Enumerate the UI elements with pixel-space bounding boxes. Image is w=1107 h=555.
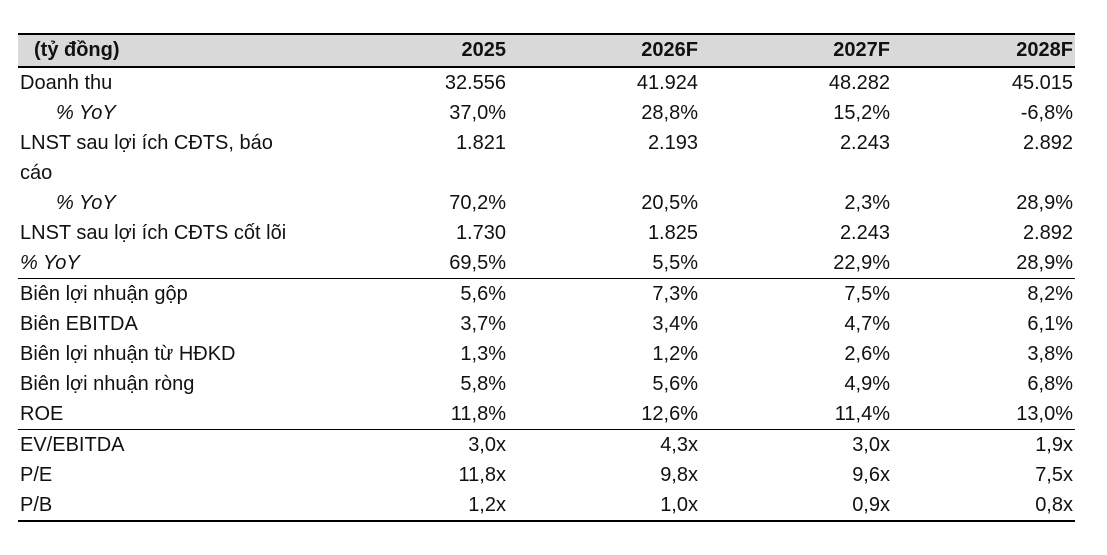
row-label: P/B bbox=[18, 490, 321, 522]
cell-value: 11,8% bbox=[321, 399, 508, 430]
table-row: Biên lợi nhuận gộp 5,6% 7,3% 7,5% 8,2% bbox=[18, 279, 1075, 310]
cell-value: 2.193 bbox=[647, 132, 698, 154]
cell-value: 1.825 bbox=[647, 222, 698, 244]
cell-value: 3,8% bbox=[1027, 343, 1073, 365]
cell-value: 7,5x bbox=[1035, 464, 1073, 486]
table-row: EV/EBITDA 3,0x 4,3x 3,0x 1,9x bbox=[18, 430, 1075, 461]
cell-value: 1,2% bbox=[652, 343, 698, 365]
cell-value: 22,9% bbox=[700, 248, 892, 279]
row-label: ROE bbox=[18, 399, 321, 430]
table-row: Biên EBITDA 3,7% 3,4% 4,7% 6,1% bbox=[18, 309, 1075, 339]
year-header-2028f: 2028F bbox=[892, 33, 1075, 68]
table-row: LNST sau lợi ích CĐTS, báo cáo 1.821 2.19… bbox=[18, 128, 1075, 188]
year-header-2025: 2025 bbox=[321, 33, 508, 68]
cell-value: 28,9% bbox=[1016, 192, 1073, 214]
row-label-line1: LNST sau lợi ích CĐTS, báo bbox=[20, 132, 273, 154]
table-row: % YoY 69,5% 5,5% 22,9% 28,9% bbox=[18, 248, 1075, 279]
cell-value: 1,0x bbox=[508, 490, 700, 522]
cell-value: 6,1% bbox=[1027, 313, 1073, 335]
row-label-line2: cáo bbox=[20, 162, 53, 184]
cell-value: 69,5% bbox=[321, 248, 508, 279]
cell-value: 9,6x bbox=[852, 464, 890, 486]
cell-value: 1.821 bbox=[455, 132, 506, 154]
row-label: LNST sau lợi ích CĐTS cốt lõi bbox=[20, 222, 287, 244]
row-label: % YoY bbox=[18, 248, 321, 279]
cell-value: 1,2x bbox=[321, 490, 508, 522]
cell-value: 8,2% bbox=[1027, 283, 1073, 305]
table-row: % YoY 70,2% 20,5% 2,3% 28,9% bbox=[18, 188, 1075, 218]
cell-value: 4,9% bbox=[844, 373, 890, 395]
cell-value: 2.892 bbox=[1022, 132, 1073, 154]
financial-table-container: (tỷ đồng) 2025 2026F 2027F 2028F Doanh t… bbox=[18, 33, 1075, 522]
table-row: LNST sau lợi ích CĐTS cốt lõi 1.730 1.82… bbox=[18, 218, 1075, 248]
cell-value: 2,6% bbox=[844, 343, 890, 365]
row-label: % YoY bbox=[56, 102, 116, 124]
row-label: Biên lợi nhuận gộp bbox=[20, 283, 188, 305]
cell-value: 20,5% bbox=[641, 192, 698, 214]
cell-value: 0,9x bbox=[700, 490, 892, 522]
cell-value: 7,5% bbox=[844, 283, 890, 305]
cell-value: 1,3% bbox=[460, 343, 506, 365]
row-label: EV/EBITDA bbox=[20, 434, 125, 456]
table-row: P/E 11,8x 9,8x 9,6x 7,5x bbox=[18, 460, 1075, 490]
table-row: Biên lợi nhuận từ HĐKD 1,3% 1,2% 2,6% 3,… bbox=[18, 339, 1075, 369]
cell-value: 32.556 bbox=[444, 72, 506, 94]
cell-value: 4,3x bbox=[660, 434, 698, 456]
cell-value: 37,0% bbox=[449, 102, 506, 124]
cell-value: 3,0x bbox=[468, 434, 506, 456]
table-header-row: (tỷ đồng) 2025 2026F 2027F 2028F bbox=[18, 33, 1075, 68]
financial-forecast-table: (tỷ đồng) 2025 2026F 2027F 2028F Doanh t… bbox=[18, 33, 1075, 522]
cell-value: 12,6% bbox=[508, 399, 700, 430]
cell-value: 0,8x bbox=[892, 490, 1075, 522]
table-row: Doanh thu 32.556 41.924 48.282 45.015 bbox=[18, 67, 1075, 98]
row-label: Doanh thu bbox=[20, 72, 113, 94]
cell-value: 45.015 bbox=[1011, 72, 1073, 94]
year-header-2026f: 2026F bbox=[508, 33, 700, 68]
row-label: LNST sau lợi ích CĐTS, báo cáo bbox=[18, 128, 321, 188]
cell-value: 28,8% bbox=[641, 102, 698, 124]
cell-value: 5,6% bbox=[460, 283, 506, 305]
year-header-2027f: 2027F bbox=[700, 33, 892, 68]
cell-value: 6,8% bbox=[1027, 373, 1073, 395]
table-row: ROE 11,8% 12,6% 11,4% 13,0% bbox=[18, 399, 1075, 430]
cell-value: 3,0x bbox=[852, 434, 890, 456]
cell-value: 5,5% bbox=[508, 248, 700, 279]
cell-value: 15,2% bbox=[833, 102, 890, 124]
row-label: Biên lợi nhuận từ HĐKD bbox=[20, 343, 236, 365]
cell-value: 4,7% bbox=[844, 313, 890, 335]
cell-value: 5,6% bbox=[652, 373, 698, 395]
table-row: Biên lợi nhuận ròng 5,8% 5,6% 4,9% 6,8% bbox=[18, 369, 1075, 399]
row-label: Biên EBITDA bbox=[20, 313, 138, 335]
cell-value: 11,4% bbox=[700, 399, 892, 430]
cell-value: 1.730 bbox=[455, 222, 506, 244]
cell-value: 28,9% bbox=[892, 248, 1075, 279]
unit-header: (tỷ đồng) bbox=[18, 33, 321, 68]
cell-value: 3,7% bbox=[460, 313, 506, 335]
cell-value: 9,8x bbox=[660, 464, 698, 486]
cell-value: 13,0% bbox=[892, 399, 1075, 430]
row-label: Biên lợi nhuận ròng bbox=[20, 373, 195, 395]
cell-value: 48.282 bbox=[828, 72, 890, 94]
cell-value: 2.243 bbox=[839, 222, 890, 244]
cell-value: 5,8% bbox=[460, 373, 506, 395]
row-label: % YoY bbox=[56, 192, 116, 214]
cell-value: 2.243 bbox=[839, 132, 890, 154]
cell-value: 41.924 bbox=[636, 72, 698, 94]
cell-value: 7,3% bbox=[652, 283, 698, 305]
cell-value: 70,2% bbox=[449, 192, 506, 214]
table-row: % YoY 37,0% 28,8% 15,2% -6,8% bbox=[18, 98, 1075, 128]
cell-value: 2.892 bbox=[1022, 222, 1073, 244]
cell-value: 11,8x bbox=[458, 464, 506, 486]
row-label: P/E bbox=[20, 464, 53, 486]
cell-value: -6,8% bbox=[1020, 102, 1073, 124]
table-row: P/B 1,2x 1,0x 0,9x 0,8x bbox=[18, 490, 1075, 522]
cell-value: 2,3% bbox=[844, 192, 890, 214]
cell-value: 3,4% bbox=[652, 313, 698, 335]
cell-value: 1,9x bbox=[1035, 434, 1073, 456]
